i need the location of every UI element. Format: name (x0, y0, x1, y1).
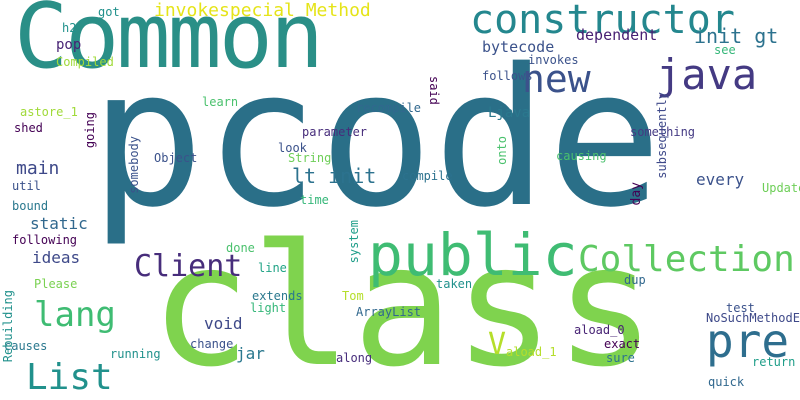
word-subsequently: causes (4, 339, 48, 353)
word-public: public (368, 221, 578, 289)
word-said: exact (604, 337, 641, 351)
word-common: Common (14, 0, 324, 89)
word-got: subsequently (655, 92, 669, 179)
word-static: invokes (528, 53, 579, 67)
word-list: List (26, 357, 113, 398)
word-change: Rebuilding (1, 290, 15, 363)
word-dependent: dependent (576, 26, 658, 44)
word-pcode: pcode (90, 28, 662, 249)
word-bound: day (629, 182, 644, 206)
word-aload-0: taken (436, 277, 473, 291)
word-causing: somebody (127, 136, 141, 194)
word-sure: ArrayList (356, 305, 422, 319)
word-onto: aload_1 (506, 345, 557, 359)
word-going: running (110, 347, 161, 361)
word-return: jar (236, 344, 265, 363)
word-please: following (12, 233, 78, 247)
word-init-gt: init gt (694, 24, 779, 48)
word-line: static (30, 214, 88, 233)
word-compile: compile (402, 169, 453, 183)
word-collection: Collection (578, 239, 795, 280)
word-day: return (752, 355, 796, 369)
word-parameter: look (278, 141, 307, 155)
word-lt-init: lt init (292, 164, 377, 188)
word-void: h2 (62, 21, 77, 35)
word-causes: Tom (342, 289, 364, 303)
word-h2: Ljava (488, 105, 531, 121)
word-see: recompile (356, 101, 422, 115)
word-rebuilding: quick (708, 375, 745, 389)
word-light: Please (34, 277, 78, 291)
word-follows: shed (14, 121, 43, 135)
word-aload-1: NoSuchMethodError (706, 311, 800, 325)
word-client: Client (134, 249, 243, 284)
word-constructor: constructor (470, 0, 735, 43)
word-dup: ideas (32, 248, 81, 267)
word-pre: pre (706, 314, 790, 368)
word-arraylist: void (204, 314, 243, 333)
word-invokes: learn (202, 95, 239, 109)
word-taken: done (226, 241, 255, 255)
word-class: class (150, 208, 656, 400)
word-somebody: sure (606, 351, 635, 365)
word-system: along (336, 351, 373, 365)
word-ideas: see (714, 43, 736, 57)
word-extends: system (347, 220, 361, 264)
word-new: new (522, 57, 591, 101)
word-time: Update (762, 181, 800, 195)
word-done: time (300, 193, 329, 207)
word-following: bound (12, 199, 49, 213)
word-util: every (696, 170, 745, 189)
word-tom: line (258, 261, 287, 275)
word-v: V (488, 327, 507, 362)
word-along: change (190, 337, 234, 351)
word-learn: going (83, 112, 97, 149)
word-string: causing (556, 149, 607, 163)
word-quick: aload_0 (574, 323, 625, 337)
word-compiled: astore_1 (20, 105, 78, 119)
word-recompile: onto (495, 136, 509, 165)
word-every: Compiled (56, 55, 114, 69)
word-shed: something (630, 125, 696, 139)
word-lang: lang (34, 295, 116, 335)
word-look: Object (154, 151, 198, 165)
word-main: got (98, 5, 120, 19)
word-ljava: follows (482, 69, 533, 83)
word-running: test (726, 301, 755, 315)
word-astore-1: parameter (302, 125, 368, 139)
word-something: String (288, 151, 332, 165)
word-java: java (656, 50, 758, 99)
word-bytecode: bytecode (482, 38, 555, 56)
word-pop: said (427, 76, 441, 105)
word-object: main (16, 158, 60, 179)
word-jar: pop (56, 37, 82, 53)
word-exact: light (250, 301, 287, 315)
word-update: util (12, 179, 41, 193)
word-nosuchmethoderror: dup (624, 273, 646, 287)
word-test: extends (252, 289, 303, 303)
word-invokespecial-method: invokespecial Method (154, 0, 371, 21)
